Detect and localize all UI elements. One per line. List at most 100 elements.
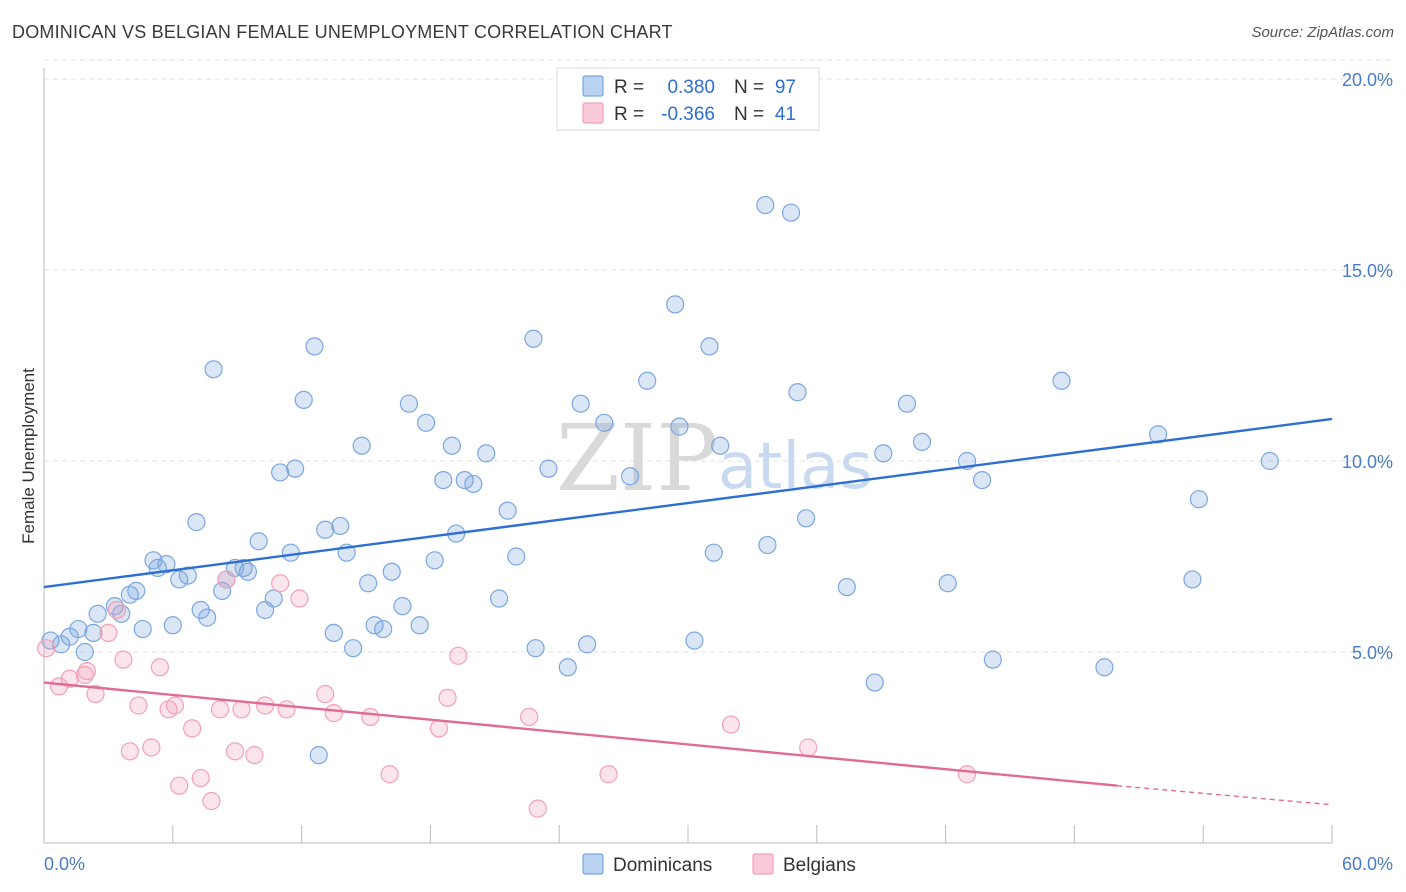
dominican-point bbox=[758, 535, 777, 555]
dominican-point bbox=[700, 337, 719, 356]
dominican-point bbox=[578, 635, 597, 654]
dominican-point bbox=[294, 390, 313, 409]
dominican-point bbox=[1095, 658, 1114, 677]
legend-r-value-dominicans: 0.380 bbox=[667, 77, 715, 98]
dominican-point bbox=[620, 467, 640, 486]
legend-box: R = 0.380 N = 97 R = -0.366 N = 41 bbox=[556, 67, 820, 131]
dominican-point bbox=[238, 562, 258, 581]
dominican-point bbox=[638, 371, 657, 390]
y-tick-label: 20.0% bbox=[1342, 70, 1393, 90]
dominicans-trendline bbox=[43, 417, 1333, 589]
dominican-point bbox=[374, 619, 393, 639]
dominican-point bbox=[571, 394, 590, 413]
dominican-point bbox=[1189, 490, 1209, 509]
dominican-point bbox=[489, 589, 509, 608]
belgian-point bbox=[449, 646, 468, 665]
watermark-atlas: atlas bbox=[718, 430, 873, 504]
dominican-point bbox=[524, 329, 543, 348]
dominican-point bbox=[133, 619, 152, 639]
legend-swatch-dominicans bbox=[582, 75, 604, 97]
bottom-legend: Dominicans Belgians bbox=[582, 853, 856, 876]
belgian-point bbox=[528, 799, 547, 818]
legend-n-value-belgians: 41 bbox=[775, 104, 796, 125]
dominican-point bbox=[352, 436, 371, 455]
belgian-point bbox=[191, 768, 210, 788]
belgians-trendline bbox=[43, 681, 1118, 787]
bottom-legend-dominicans: Dominicans bbox=[613, 855, 712, 876]
belgian-point bbox=[99, 623, 118, 643]
dominican-point bbox=[309, 746, 328, 765]
belgian-point bbox=[290, 589, 309, 608]
dominicans-points bbox=[41, 195, 1279, 765]
dominican-point bbox=[271, 463, 290, 482]
dominican-point bbox=[756, 195, 775, 215]
legend-r-label-1: R = bbox=[614, 77, 644, 98]
y-axis-title: Female Unemployment bbox=[19, 368, 38, 544]
legend-r-value-belgians: -0.366 bbox=[661, 104, 715, 125]
belgian-point bbox=[142, 738, 161, 757]
dominican-point bbox=[425, 551, 444, 570]
belgian-point bbox=[114, 650, 133, 669]
dominican-point bbox=[281, 543, 300, 562]
belgian-point bbox=[77, 661, 97, 681]
belgian-point bbox=[429, 719, 449, 738]
belgian-point bbox=[799, 738, 818, 757]
dominican-point bbox=[704, 543, 723, 562]
belgian-point bbox=[324, 704, 343, 723]
dominican-point bbox=[1183, 570, 1202, 589]
dominican-point bbox=[187, 513, 206, 532]
dominican-point bbox=[88, 604, 107, 623]
dominican-point bbox=[204, 360, 223, 379]
dominican-point bbox=[365, 616, 384, 635]
belgians-trendline-extension bbox=[1117, 785, 1333, 806]
dominican-point bbox=[69, 619, 88, 639]
belgian-point bbox=[316, 684, 335, 704]
dominican-point bbox=[399, 394, 419, 413]
belgian-point bbox=[957, 765, 977, 784]
dominican-point bbox=[972, 471, 992, 490]
watermark-zip: ZIP bbox=[556, 405, 718, 512]
dominican-point bbox=[324, 623, 343, 643]
dominican-point bbox=[983, 650, 1002, 669]
belgian-point bbox=[361, 707, 380, 727]
dominican-point bbox=[938, 574, 957, 593]
dominican-point bbox=[455, 471, 474, 490]
dominican-point bbox=[711, 436, 730, 455]
dominican-point bbox=[539, 459, 558, 478]
dominican-point bbox=[477, 444, 496, 463]
belgian-point bbox=[225, 742, 245, 761]
x-tick-label: 60.0% bbox=[1342, 854, 1393, 874]
dominican-point bbox=[788, 383, 807, 402]
dominican-point bbox=[393, 597, 412, 616]
belgian-point bbox=[232, 700, 251, 719]
belgian-point bbox=[438, 688, 457, 707]
dominican-point bbox=[912, 432, 932, 451]
dominican-point bbox=[75, 642, 94, 662]
source-label: Source: ZipAtlas.com bbox=[1251, 24, 1394, 41]
bottom-legend-swatch-belgians bbox=[752, 853, 774, 875]
dominican-point bbox=[170, 570, 189, 589]
dominican-point bbox=[1260, 451, 1279, 471]
belgian-point bbox=[60, 669, 79, 688]
dominican-point bbox=[897, 394, 917, 413]
belgian-point bbox=[37, 639, 56, 658]
belgian-point bbox=[380, 765, 399, 784]
belgian-point bbox=[210, 700, 230, 719]
belgian-point bbox=[271, 574, 290, 593]
dominican-point bbox=[163, 616, 182, 635]
belgians-points bbox=[37, 570, 977, 818]
dominican-point bbox=[874, 444, 893, 463]
y-tick-label: 10.0% bbox=[1342, 452, 1393, 472]
belgian-point bbox=[599, 765, 618, 784]
dominican-point bbox=[127, 581, 146, 600]
belgian-point bbox=[129, 696, 148, 715]
dominican-point bbox=[249, 532, 268, 551]
chart-title: DOMINICAN VS BELGIAN FEMALE UNEMPLOYMENT… bbox=[12, 22, 673, 42]
dominican-point bbox=[558, 658, 577, 677]
dominican-point bbox=[198, 608, 217, 627]
dominican-point bbox=[331, 516, 350, 536]
dominican-point bbox=[382, 562, 401, 581]
belgian-point bbox=[721, 715, 741, 734]
dominican-point bbox=[434, 471, 453, 490]
legend-r-label-2: R = bbox=[614, 104, 644, 125]
